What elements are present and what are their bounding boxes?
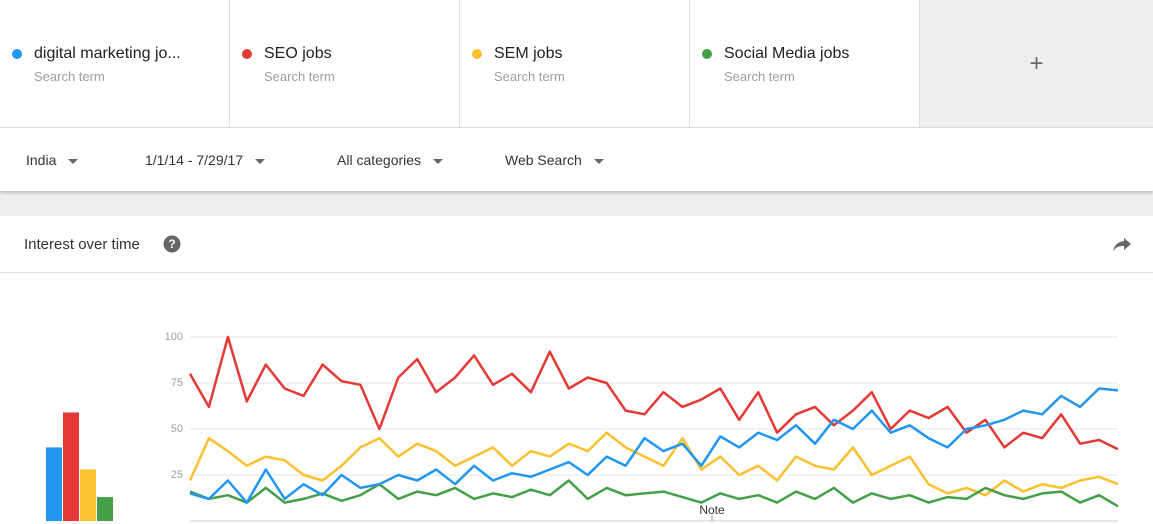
search-term-card[interactable]: SEO jobs Search term xyxy=(230,0,460,127)
search-term-card[interactable]: SEM jobs Search term xyxy=(460,0,690,127)
filter-dropdown[interactable]: Web Search xyxy=(505,152,604,168)
dropdown-arrow xyxy=(433,158,444,164)
term-subtitle: Search term xyxy=(264,69,335,84)
term-name: Social Media jobs xyxy=(724,45,850,62)
dropdown-arrow xyxy=(593,158,604,164)
trend-line xyxy=(188,335,1119,451)
y-tick-label: 75 xyxy=(171,377,183,389)
help-icon[interactable]: ? xyxy=(163,235,181,253)
term-dot xyxy=(242,49,252,59)
term-dot xyxy=(12,49,22,59)
share-icon[interactable] xyxy=(1112,237,1132,253)
term-dot xyxy=(472,49,482,59)
add-term-button[interactable]: + xyxy=(920,0,1153,127)
search-term-card[interactable]: digital marketing jo... Search term xyxy=(0,0,230,127)
average-bar xyxy=(46,447,62,521)
y-tick-label: 50 xyxy=(171,423,183,435)
average-bar xyxy=(80,469,96,521)
y-tick-label: 100 xyxy=(165,331,183,343)
search-terms: digital marketing jo... Search term SEO jo… xyxy=(0,0,1153,128)
trend-line xyxy=(189,387,1119,504)
search-term-card[interactable]: Social Media jobs Search term xyxy=(690,0,920,127)
filter-label: 1/1/14 - 7/29/17 xyxy=(145,152,244,168)
term-name: digital marketing jo... xyxy=(34,45,181,62)
term-name: SEM jobs xyxy=(494,45,563,62)
section-title: Interest over time xyxy=(24,236,140,253)
annotation: Note xyxy=(699,503,725,517)
average-bar xyxy=(97,497,113,521)
svg-text:?: ? xyxy=(168,237,175,251)
term-subtitle: Search term xyxy=(724,69,795,84)
filter-bar: India 1/1/14 - 7/29/17 All categories Web S… xyxy=(0,128,1153,191)
filter-label: India xyxy=(26,152,57,168)
filter-dropdown[interactable]: All categories xyxy=(337,152,444,168)
trend-line xyxy=(189,479,1119,508)
term-subtitle: Search term xyxy=(34,69,105,84)
term-dot xyxy=(702,49,712,59)
card-header: Interest over time ? xyxy=(0,216,1153,273)
dropdown-arrow xyxy=(255,158,266,164)
y-tick-label: 25 xyxy=(171,469,183,481)
term-subtitle: Search term xyxy=(494,69,565,84)
filter-label: All categories xyxy=(337,152,422,168)
filter-dropdown[interactable]: India xyxy=(26,152,79,168)
term-name: SEO jobs xyxy=(264,45,332,62)
dropdown-arrow xyxy=(68,158,79,164)
average-bar xyxy=(63,412,79,521)
filter-dropdown[interactable]: 1/1/14 - 7/29/17 xyxy=(145,152,266,168)
chart: 25 50 75 100 Note xyxy=(46,331,1119,522)
trend-line xyxy=(188,431,1119,497)
filter-label: Web Search xyxy=(505,152,582,168)
